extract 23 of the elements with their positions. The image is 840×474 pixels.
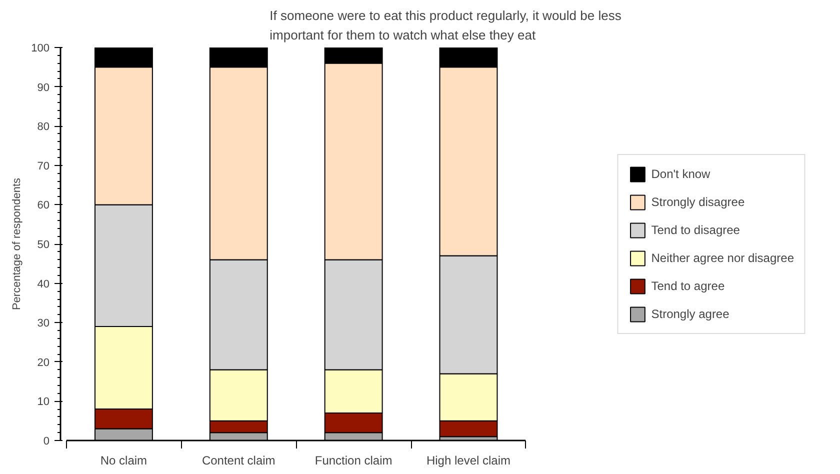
- x-tick-label: Function claim: [314, 454, 392, 468]
- y-tick-label: 90: [37, 82, 50, 94]
- y-tick-label: 100: [31, 42, 50, 54]
- y-tick-label: 50: [37, 239, 50, 251]
- x-tick-label: High level claim: [426, 454, 511, 468]
- chart-title: If someone were to eat this product regularly, it would be less important for them to watch what else they eat: [270, 8, 622, 42]
- y-tick-label: 70: [37, 160, 50, 172]
- legend-label: Neither agree nor disagree: [651, 250, 794, 264]
- x-tick-label: No claim: [100, 454, 148, 468]
- legend-label: Strongly disagree: [651, 194, 745, 208]
- legend-label: Strongly agree: [651, 306, 730, 320]
- y-tick-label: 10: [37, 396, 50, 408]
- x-tick-label: Content claim: [202, 454, 276, 468]
- y-tick-label: 80: [37, 121, 50, 134]
- y-axis-title: Percentage of respondents: [11, 177, 24, 310]
- y-tick-label: 40: [37, 278, 50, 290]
- legend-label: Don't know: [651, 166, 710, 180]
- y-tick-label: 20: [37, 356, 50, 369]
- y-tick-label: 60: [37, 200, 50, 212]
- legend-label: Tend to agree: [651, 278, 725, 292]
- y-tick-label: 0: [43, 436, 50, 448]
- y-tick-label: 30: [37, 318, 50, 330]
- legend-label: Tend to disagree: [651, 222, 740, 236]
